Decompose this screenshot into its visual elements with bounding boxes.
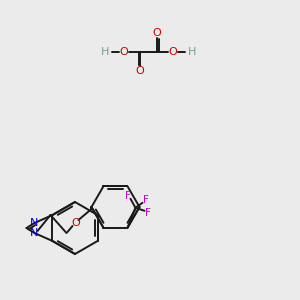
Text: N: N — [30, 228, 39, 238]
Text: O: O — [71, 218, 80, 228]
Text: O: O — [153, 28, 161, 38]
Text: F: F — [145, 208, 150, 218]
Text: F: F — [142, 195, 148, 205]
Text: H: H — [188, 47, 196, 57]
Text: O: O — [169, 47, 177, 57]
Text: N: N — [30, 218, 39, 228]
Text: H: H — [101, 47, 109, 57]
Text: O: O — [136, 66, 144, 76]
Text: F: F — [124, 191, 130, 201]
Text: O: O — [120, 47, 128, 57]
